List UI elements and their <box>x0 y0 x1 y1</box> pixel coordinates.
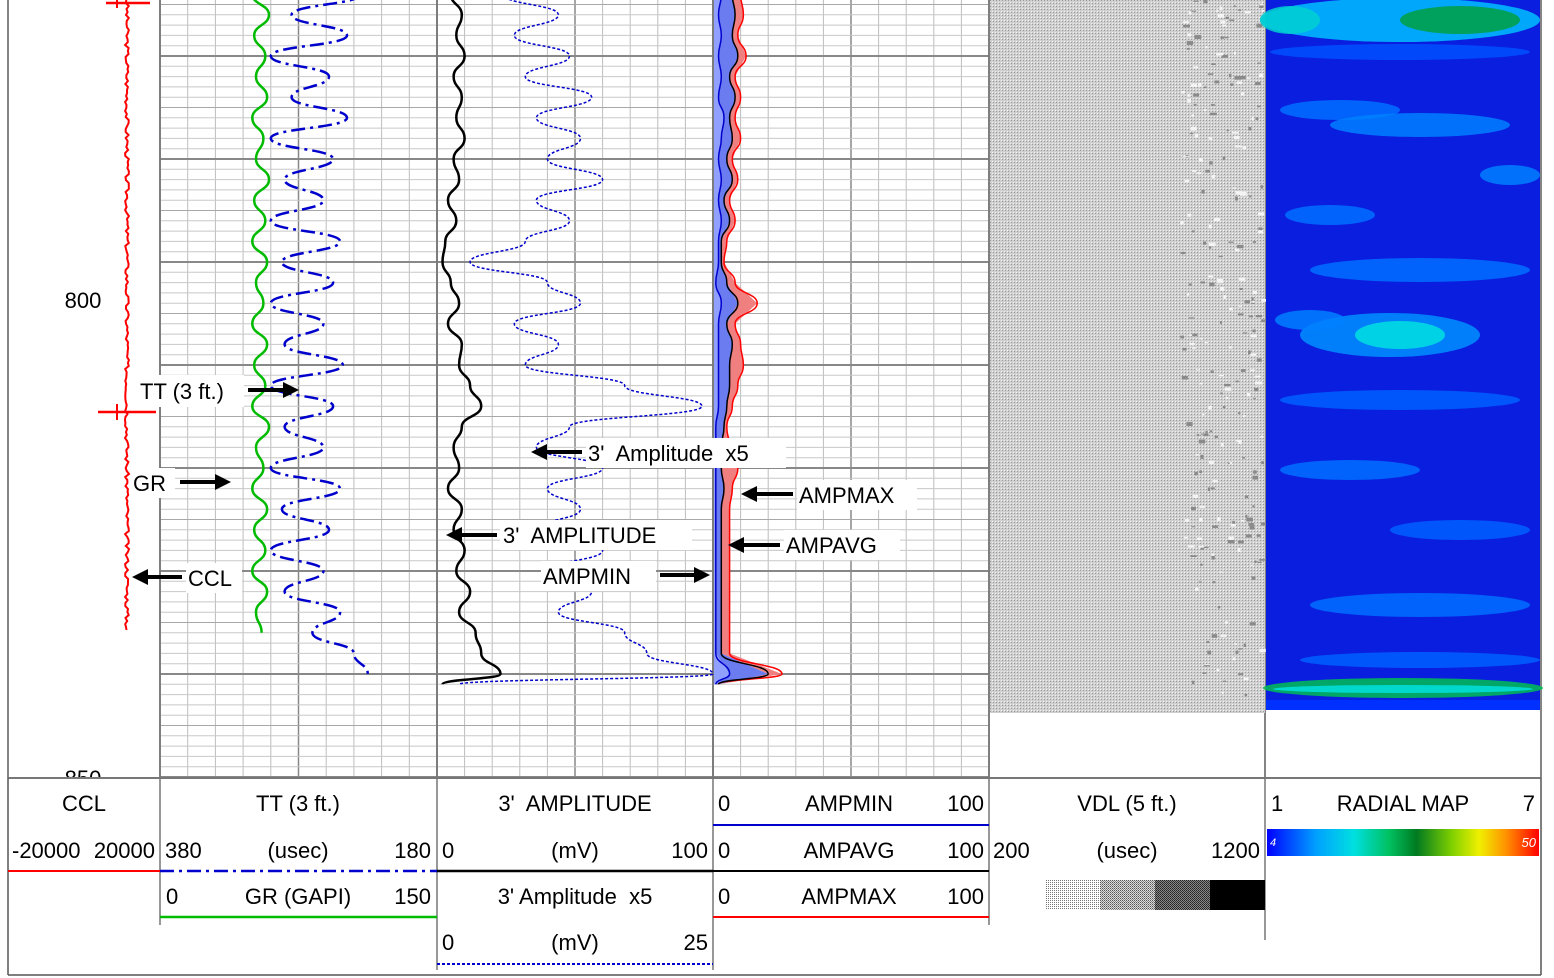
header-amp5-min: 0 <box>442 930 454 955</box>
curve-annotations <box>132 382 793 585</box>
header-gr-min: 0 <box>166 884 178 909</box>
header-gr-max: 150 <box>394 884 431 909</box>
header-radial-max: 7 <box>1523 791 1535 816</box>
header-tt-max: 180 <box>394 838 431 863</box>
tt-curve <box>269 0 370 675</box>
vdl-grayscale-bar <box>1045 880 1265 910</box>
header-ccl-min: -20000 <box>12 838 81 863</box>
annotation-ampmin: AMPMIN <box>543 564 631 589</box>
header-amp-max: 100 <box>671 838 708 863</box>
header-amp-name: 3' AMPLITUDE <box>498 791 651 816</box>
header-ccl-name: CCL <box>62 791 106 816</box>
header-ampavg-name: AMPAVG <box>804 838 895 863</box>
header-radial-min: 1 <box>1271 791 1283 816</box>
ampmax-fill <box>718 0 782 685</box>
header-amp5-name: 3' Amplitude x5 <box>498 884 653 909</box>
header-tt-unit: (usec) <box>267 838 328 863</box>
header-tt-min: 380 <box>165 838 202 863</box>
header-vdl-name: VDL (5 ft.) <box>1077 791 1176 816</box>
annotation-labels: TT (3 ft.) GR CCL 3' Amplitude x5 3' AMP… <box>131 375 917 593</box>
vdl-image <box>990 0 1265 713</box>
annotation-tt: TT (3 ft.) <box>140 379 224 404</box>
radial-scale-low: 4 <box>1270 837 1276 849</box>
ampmin-fill <box>714 0 730 685</box>
annotation-amp: 3' AMPLITUDE <box>503 523 656 548</box>
header-ampmin-min: 0 <box>718 791 730 816</box>
arrow-ampavg <box>728 537 744 553</box>
radial-map-track <box>1260 0 1543 710</box>
header-ampmin-max: 100 <box>947 791 984 816</box>
arrow-amp5 <box>531 444 547 460</box>
header-vdl-min: 200 <box>993 838 1030 863</box>
header-tt-name: TT (3 ft.) <box>256 791 340 816</box>
gr-curve <box>251 0 271 633</box>
arrow-tt <box>283 382 299 398</box>
annotation-ampmax: AMPMAX <box>799 483 895 508</box>
header-ampmax-max: 100 <box>947 884 984 909</box>
header-radial-name: RADIAL MAP <box>1337 791 1469 816</box>
radial-scale-high: 50 <box>1522 835 1537 850</box>
amp-curve <box>441 0 502 686</box>
header-ampmin-name: AMPMIN <box>805 791 893 816</box>
ampmax-curve <box>717 0 783 686</box>
header-ccl-max: 20000 <box>94 838 155 863</box>
header-ampavg-max: 100 <box>947 838 984 863</box>
log-grid <box>7 0 1542 778</box>
header-gr-name: GR (GAPI) <box>245 884 351 909</box>
header-vdl-max: 1200 <box>1211 838 1260 863</box>
header-ampavg-min: 0 <box>718 838 730 863</box>
ampavg-curve <box>717 0 769 686</box>
header-amp-min: 0 <box>442 838 454 863</box>
arrow-ampmax <box>741 486 757 502</box>
arrow-ampmin <box>694 567 710 583</box>
ampmin-curve <box>715 0 731 685</box>
header-amp-unit: (mV) <box>551 838 599 863</box>
depth-label-800: 800 <box>65 288 102 313</box>
ampavg-fill <box>715 0 769 685</box>
annotation-ampavg: AMPAVG <box>786 533 877 558</box>
track-header: CCL -20000 20000 TT (3 ft.) 380 (usec) 1… <box>0 777 1554 978</box>
arrow-ccl <box>132 569 148 585</box>
header-vdl-unit: (usec) <box>1096 838 1157 863</box>
radial-color-scale <box>1267 829 1539 856</box>
header-amp5-max: 25 <box>684 930 708 955</box>
ccl-curve <box>123 0 131 631</box>
arrow-gr <box>215 474 231 490</box>
log-curves <box>98 0 783 686</box>
vdl-track <box>990 0 1269 713</box>
header-ampmax-min: 0 <box>718 884 730 909</box>
annotation-ccl: CCL <box>188 566 232 591</box>
header-ampmax-name: AMPMAX <box>801 884 897 909</box>
header-amp5-unit: (mV) <box>551 930 599 955</box>
annotation-gr: GR <box>133 471 166 496</box>
annotation-amp5: 3' Amplitude x5 <box>588 441 749 466</box>
arrow-amp <box>446 527 462 543</box>
